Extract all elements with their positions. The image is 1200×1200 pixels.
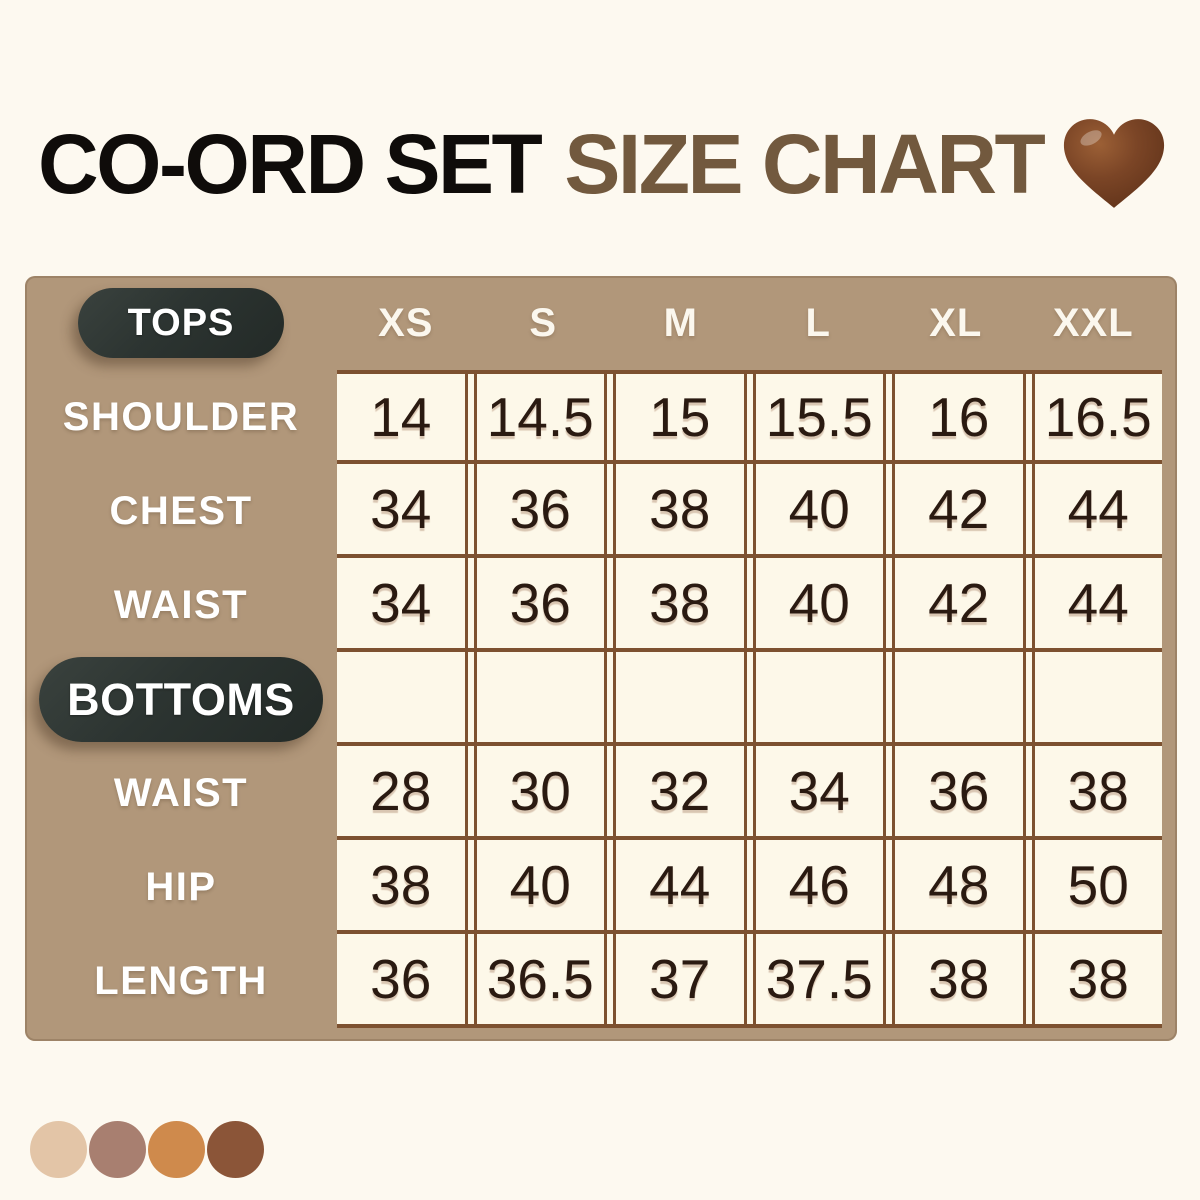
value-cell: 36.5 [473,934,607,1024]
size-column-headers: XS S M L XL XXL [337,276,1162,370]
empty-cell [752,652,886,742]
brown-heart-icon [1064,119,1165,208]
size-col-xs: XS [378,300,434,345]
tops-badge-cell: TOPS [25,276,337,370]
row-label: CHEST [109,488,253,533]
bottoms-badge: BOTTOMS [39,656,323,742]
title-primary: CO-ORD SET [38,117,543,211]
value-cell: 16.5 [1031,374,1163,460]
color-swatches [30,1121,1200,1178]
row-label: WAIST [113,582,249,627]
size-col-s: S [529,300,558,345]
value-cell: 14 [337,374,468,460]
row-cells: 36 36.5 37 37.5 38 38 [337,934,1162,1028]
row-label: SHOULDER [62,394,300,439]
value-cell: 42 [892,464,1026,554]
value-cell: 40 [752,464,886,554]
empty-cell [1031,652,1163,742]
color-swatch-orange-tan [148,1121,205,1178]
size-header-row: TOPS XS S M L XL XXL [25,276,1162,370]
value-cell: 44 [1031,464,1163,554]
row-label: HIP [145,864,217,909]
table-row-length: LENGTH 36 36.5 37 37.5 38 38 [25,934,1162,1028]
value-cell: 34 [337,464,468,554]
value-cell: 16 [892,374,1026,460]
size-col-xxl: XXL [1052,300,1134,345]
table-row-bottoms-badge: BOTTOMS [25,652,1162,746]
value-cell: 46 [752,840,886,930]
size-col-l: L [805,300,831,345]
value-cell: 38 [892,934,1026,1024]
color-swatch-dark-brown [207,1121,264,1178]
value-cell: 50 [1031,840,1163,930]
value-cell: 38 [1031,934,1163,1024]
size-col-m: M [663,300,698,345]
value-cell: 34 [752,746,886,836]
row-cells: 38 40 44 46 48 50 [337,840,1162,934]
size-col-xl: XL [929,300,983,345]
value-cell: 38 [337,840,468,930]
row-cells: 34 36 38 40 42 44 [337,464,1162,558]
value-cell: 28 [337,746,468,836]
value-cell: 44 [1031,558,1163,648]
table-row-waist-top: WAIST 34 36 38 40 42 44 [25,558,1162,652]
empty-cell [473,652,607,742]
row-cells: 14 14.5 15 15.5 16 16.5 [337,370,1162,464]
value-cell: 48 [892,840,1026,930]
value-cell: 32 [613,746,747,836]
row-cells: 34 36 38 40 42 44 [337,558,1162,652]
value-cell: 37 [613,934,747,1024]
value-cell: 36 [473,558,607,648]
table-row-hip: HIP 38 40 44 46 48 50 [25,840,1162,934]
value-cell: 36 [892,746,1026,836]
table-row-chest: CHEST 34 36 38 40 42 44 [25,464,1162,558]
value-cell: 38 [1031,746,1163,836]
color-swatch-mauve-brown [89,1121,146,1178]
value-cell: 37.5 [752,934,886,1024]
color-swatch-light-beige [30,1121,87,1178]
value-cell: 15.5 [752,374,886,460]
value-cell: 38 [613,464,747,554]
tops-badge: TOPS [77,288,285,358]
empty-cell [337,652,468,742]
value-cell: 40 [473,840,607,930]
row-cells: 28 30 32 34 36 38 [337,746,1162,840]
size-chart-table: TOPS XS S M L XL XXL SHOULDER 14 14.5 15… [25,276,1177,1041]
row-cells [337,652,1162,746]
row-label: WAIST [113,770,249,815]
bottoms-badge-cell: BOTTOMS [25,652,337,746]
row-label: LENGTH [94,958,268,1003]
value-cell: 42 [892,558,1026,648]
table-row-shoulder: SHOULDER 14 14.5 15 15.5 16 16.5 [25,370,1162,464]
value-cell: 14.5 [473,374,607,460]
value-cell: 38 [613,558,747,648]
value-cell: 36 [473,464,607,554]
value-cell: 15 [613,374,747,460]
page-title: CO-ORD SET SIZE CHART [0,0,1200,212]
value-cell: 40 [752,558,886,648]
value-cell: 36 [337,934,468,1024]
empty-cell [613,652,747,742]
title-accent: SIZE CHART [564,117,1046,211]
empty-cell [892,652,1026,742]
value-cell: 34 [337,558,468,648]
value-cell: 30 [473,746,607,836]
value-cell: 44 [613,840,747,930]
table-row-waist-bottom: WAIST 28 30 32 34 36 38 [25,746,1162,840]
